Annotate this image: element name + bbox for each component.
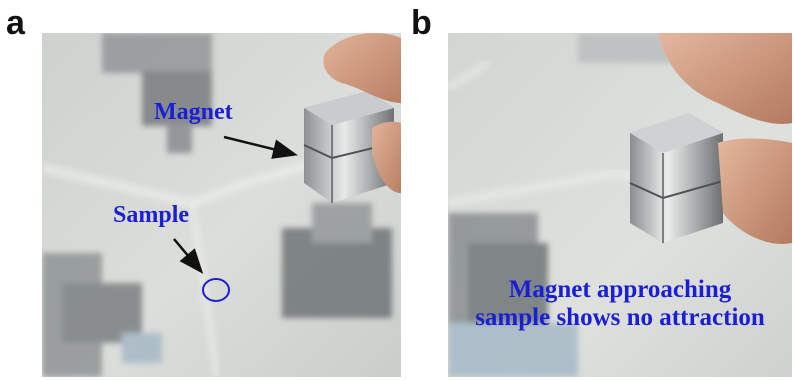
no-attraction-caption: Magnet approaching sample shows no attra… xyxy=(448,276,792,332)
panel-label-b: b xyxy=(411,4,432,42)
panel-label-a: a xyxy=(6,4,25,42)
sample-label: Sample xyxy=(113,202,190,228)
photo-panel-a xyxy=(42,33,401,377)
caption-line-1: Magnet approaching xyxy=(508,276,732,303)
photo-scene-b xyxy=(448,33,792,377)
photo-scene-a xyxy=(42,33,401,377)
caption-line-2: sample shows no attraction xyxy=(475,304,765,331)
magnet-label: Magnet xyxy=(154,99,233,125)
photo-panel-b xyxy=(448,33,792,377)
